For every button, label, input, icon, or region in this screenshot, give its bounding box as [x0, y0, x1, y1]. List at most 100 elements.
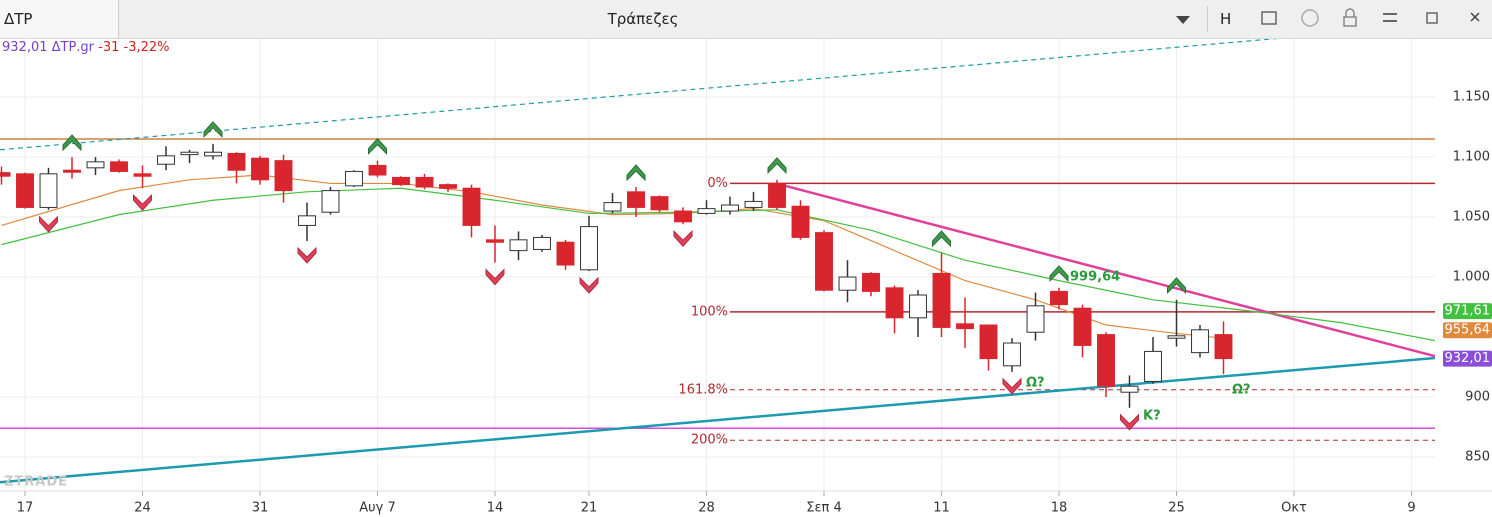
- x-tick-label: Αυγ 7: [359, 501, 396, 516]
- x-tick-label: Σεπ 4: [806, 501, 841, 516]
- icon[interactable]: [1343, 16, 1357, 27]
- up-signal: [62, 134, 82, 152]
- quote-info: 932,01 ΔΤΡ.gr -31 -3,22%: [2, 40, 170, 55]
- candle-body: [63, 169, 81, 173]
- icon[interactable]: [1426, 12, 1438, 24]
- up-signal: [626, 164, 646, 182]
- candle-body: [133, 173, 152, 177]
- candle-body: [180, 151, 199, 156]
- candle-body: [862, 272, 880, 292]
- candle-body: [838, 276, 857, 291]
- x-tick-label: 14: [487, 501, 504, 516]
- fib-label: 161.8%: [678, 382, 728, 397]
- candle-body: [345, 170, 363, 187]
- down-signal: [39, 215, 59, 233]
- price-tag-label: 955,64: [1445, 323, 1491, 338]
- candle-body: [16, 173, 34, 208]
- x-tick-label: 9: [1407, 501, 1415, 516]
- candle-body: [979, 324, 998, 360]
- icon[interactable]: [1301, 9, 1319, 27]
- annotation: Ω?: [1026, 376, 1045, 391]
- fib-label: 200%: [691, 433, 728, 448]
- candle-body: [1191, 329, 1209, 354]
- y-tick-label: 1.000: [1453, 270, 1490, 285]
- annotation: Κ?: [1143, 409, 1161, 424]
- x-tick-label: Οκτ: [1281, 501, 1307, 516]
- icon[interactable]: [1383, 13, 1397, 22]
- price-tag: [1443, 350, 1492, 367]
- x-tick-label: 28: [698, 501, 715, 516]
- symbol-box[interactable]: ΔΤΡ: [0, 0, 119, 38]
- down-signal: [133, 194, 153, 211]
- y-tick-label: 1.050: [1453, 210, 1490, 225]
- candle-body: [439, 184, 457, 189]
- x-tick-label: 25: [1168, 501, 1185, 516]
- annotation: 999,64: [1070, 270, 1120, 285]
- candle-body: [462, 187, 481, 226]
- candle-body: [509, 239, 528, 252]
- candle-body: [204, 151, 222, 157]
- candle-body: [1167, 335, 1186, 339]
- h-button[interactable]: H: [1220, 10, 1232, 28]
- moving-average: [1, 174, 1224, 339]
- x-tick-label: 11: [933, 501, 950, 516]
- title-bar: ΔΤΡ Τράπεζες H: [0, 0, 1492, 39]
- candle-body: [791, 205, 810, 238]
- candle-body: [1026, 305, 1045, 333]
- down-signal: [297, 246, 317, 264]
- candle-body: [674, 210, 692, 223]
- window-title: Τράπεζες: [607, 10, 679, 28]
- x-tick-label: 31: [252, 501, 269, 516]
- down-signal: [485, 268, 505, 286]
- candle-body: [39, 173, 58, 208]
- candle-body: [0, 172, 11, 177]
- icon[interactable]: [1261, 11, 1277, 25]
- candle-body: [556, 241, 575, 266]
- candle-body: [392, 176, 410, 186]
- y-tick-label: 850: [1465, 450, 1490, 465]
- up-signal: [368, 137, 388, 155]
- down-signal: [1002, 377, 1022, 395]
- change: -31 -3,22%: [98, 40, 170, 55]
- grid: [0, 38, 1435, 490]
- candle-body: [274, 160, 293, 192]
- up-signal: [1167, 277, 1186, 295]
- candle-body: [415, 176, 434, 188]
- trendline: [0, 356, 1435, 484]
- candle-body: [721, 204, 739, 212]
- fib-label: 0%: [707, 176, 728, 191]
- toolbar-icons: [1261, 8, 1480, 27]
- candle-body: [251, 157, 269, 181]
- candle-body: [368, 164, 387, 176]
- candle-body: [932, 272, 951, 328]
- icon[interactable]: [1470, 12, 1480, 22]
- candle-body: [603, 202, 622, 212]
- quote: 932,01 ΔΤΡ.gr: [2, 40, 95, 55]
- candle-body: [1097, 334, 1115, 387]
- fib-label: 100%: [691, 304, 728, 319]
- x-tick-label: 17: [17, 501, 34, 516]
- candle-body: [956, 323, 974, 330]
- price-tag-label: 932,01: [1445, 351, 1491, 366]
- price-tag: [1443, 322, 1492, 339]
- up-signal: [767, 157, 787, 175]
- candle-body: [1073, 307, 1092, 346]
- down-signal: [673, 230, 693, 247]
- annotation: Ω?: [1232, 383, 1251, 398]
- up-signal: [203, 121, 223, 139]
- trendline: [0, 38, 1280, 151]
- y-tick-label: 900: [1465, 390, 1490, 405]
- candle-body: [744, 200, 763, 208]
- candle-body: [1050, 290, 1068, 306]
- trendline: [775, 182, 1435, 358]
- dropdown-button[interactable]: [1168, 0, 1198, 38]
- candle-body: [909, 294, 927, 319]
- up-signal: [932, 230, 952, 248]
- down-signal: [1120, 413, 1139, 431]
- candle-body: [110, 161, 128, 172]
- watermark: ZTRADE: [4, 475, 68, 490]
- candle-body: [815, 232, 833, 291]
- candle-body: [627, 191, 645, 208]
